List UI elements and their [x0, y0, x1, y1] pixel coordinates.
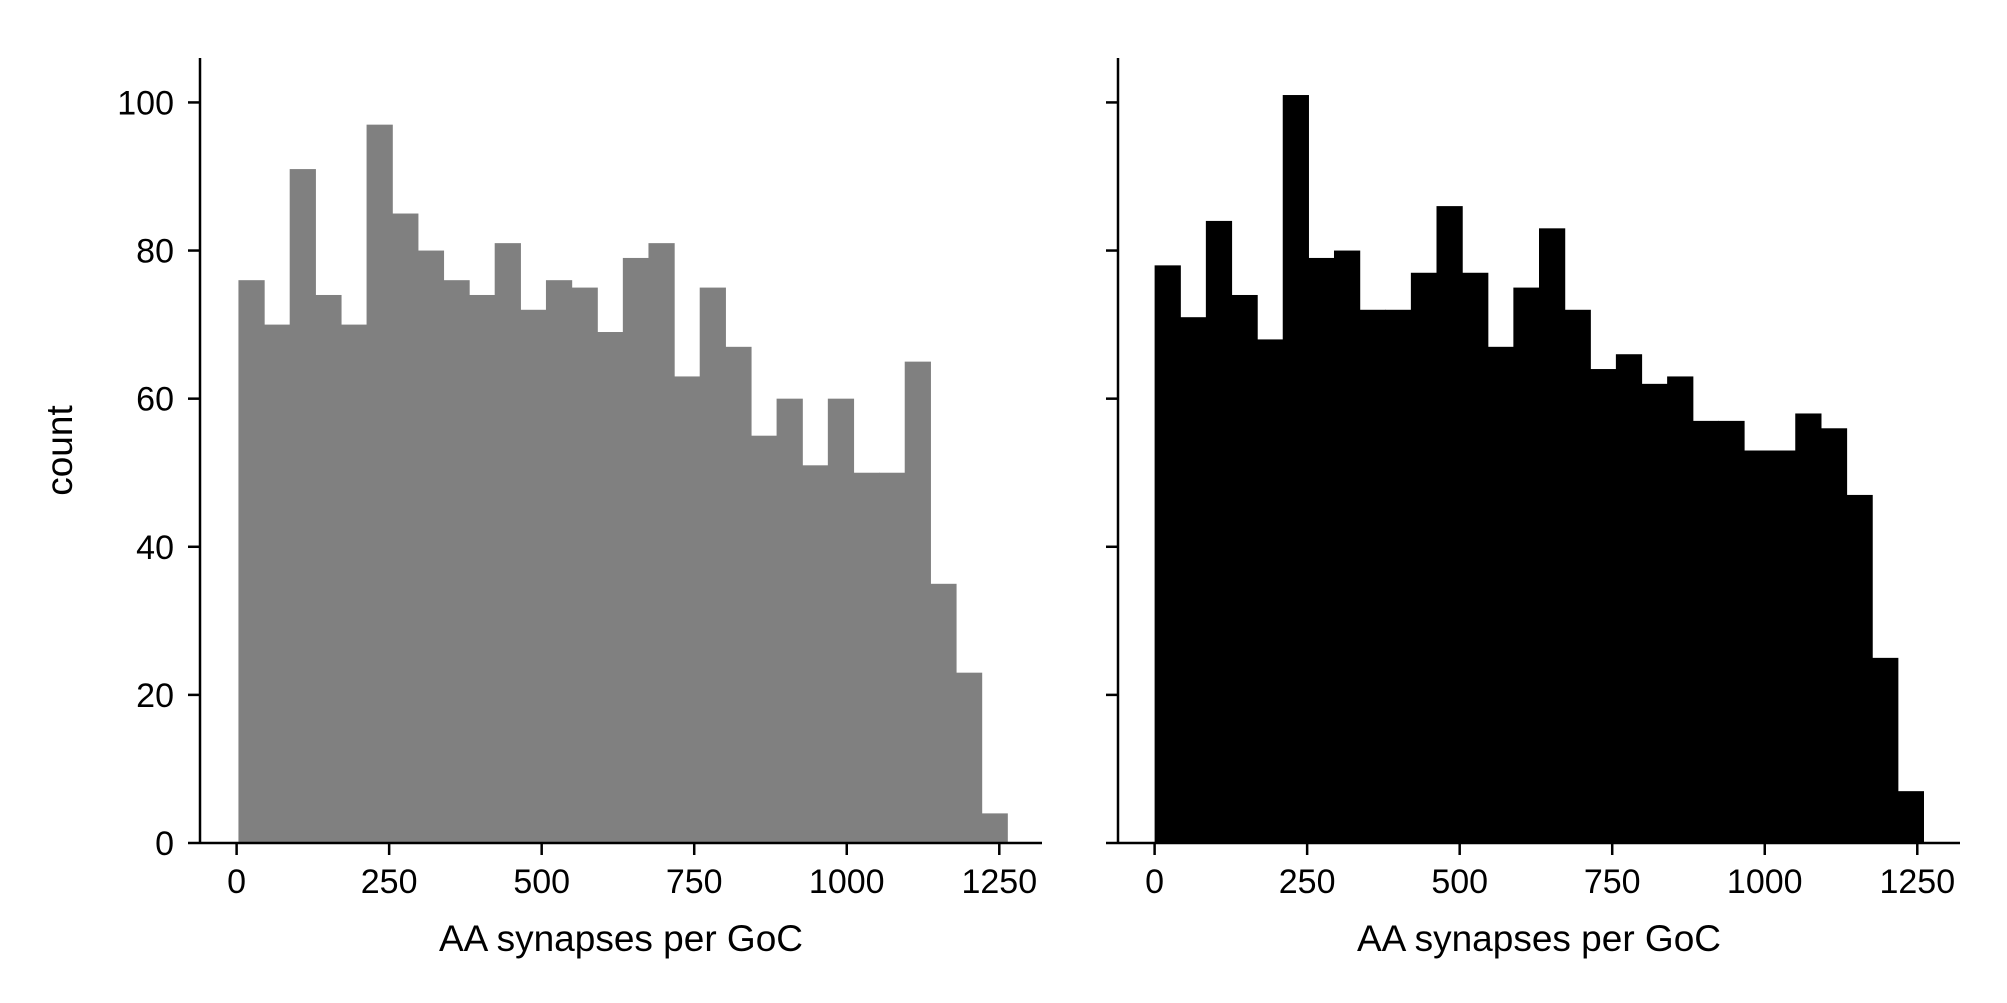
x-axis-label: AA synapses per GoC — [1357, 918, 1721, 959]
histogram-bar-10 — [1410, 272, 1438, 843]
x-tick-label: 500 — [513, 863, 570, 901]
histogram-bar-22 — [1718, 420, 1745, 843]
histogram-bar-0 — [238, 280, 265, 843]
histogram-bar-4 — [1257, 339, 1284, 843]
histogram-bar-20 — [1667, 376, 1694, 843]
histogram-bar-21 — [1692, 420, 1719, 843]
histogram-bar-3 — [315, 294, 342, 844]
y-tick-label: 0 — [155, 825, 174, 863]
histogram-bar-22 — [802, 465, 829, 843]
histogram-bar-29 — [981, 813, 1008, 843]
histogram-bar-15 — [622, 257, 650, 843]
x-tick-label: 750 — [666, 863, 723, 901]
histogram-bar-24 — [853, 472, 880, 843]
histogram-bar-23 — [827, 398, 855, 843]
histogram-bar-9 — [469, 294, 496, 844]
histogram-bar-4 — [340, 324, 368, 844]
histogram-bar-28 — [1872, 657, 1899, 843]
histogram-bar-21 — [776, 398, 803, 843]
histogram-bar-16 — [1564, 309, 1591, 843]
histogram-bar-7 — [1333, 250, 1361, 844]
histogram-bar-11 — [520, 309, 547, 843]
histogram-bar-27 — [1846, 494, 1873, 843]
histogram-bar-19 — [725, 346, 752, 843]
x-tick-label: 250 — [1279, 863, 1336, 901]
histogram-bar-13 — [571, 287, 598, 844]
histogram-bar-19 — [1641, 383, 1668, 843]
histogram-bar-27 — [930, 583, 957, 843]
x-tick-label: 1250 — [1879, 863, 1955, 901]
histogram-panel-left: 0 250 500 750 1000 1250 0 20 40 60 80 100 AA synapse… — [39, 58, 1042, 959]
histogram-bar-13 — [1487, 346, 1514, 843]
histogram-bar-10 — [494, 243, 521, 843]
x-axis-label: AA synapses per GoC — [439, 918, 803, 959]
x-tick-label: 500 — [1431, 863, 1488, 901]
histogram-bar-20 — [750, 435, 778, 843]
histogram-bar-17 — [674, 376, 701, 843]
histogram-bar-18 — [699, 287, 726, 844]
y-tick-label: 60 — [136, 381, 174, 419]
histogram-bar-29 — [1897, 791, 1924, 843]
x-tick-label: 1250 — [961, 863, 1037, 901]
histogram-bar-18 — [1615, 354, 1643, 843]
histogram-bar-17 — [1590, 369, 1617, 843]
x-tick-label: 0 — [227, 863, 246, 901]
histogram-bar-2 — [1205, 220, 1233, 844]
histogram-bar-5 — [1282, 95, 1309, 843]
y-tick-label: 80 — [136, 233, 174, 271]
histogram-bar-8 — [443, 280, 470, 843]
histogram-bar-14 — [597, 332, 624, 843]
histogram-bar-7 — [417, 250, 445, 844]
y-tick-label: 100 — [117, 84, 174, 122]
histogram-bar-23 — [1744, 450, 1771, 843]
histogram-panel-right: 0 250 500 750 1000 1250 AA synapses per GoC — [1106, 58, 1960, 959]
histogram-bar-5 — [366, 124, 393, 843]
x-tick-label: 0 — [1145, 863, 1164, 901]
y-tick-label: 20 — [136, 677, 174, 715]
histogram-bar-25 — [879, 472, 906, 843]
histogram-bar-8 — [1359, 309, 1386, 843]
histogram-bar-12 — [545, 280, 573, 843]
histogram-bar-6 — [1308, 257, 1335, 843]
histogram-bar-28 — [955, 672, 983, 843]
histogram-bar-24 — [1769, 450, 1796, 843]
histogram-bar-3 — [1231, 294, 1258, 844]
histogram-bar-26 — [904, 361, 931, 843]
x-tick-label: 1000 — [1727, 863, 1803, 901]
histogram-bar-15 — [1539, 228, 1566, 843]
histogram-bar-16 — [648, 243, 675, 843]
histogram-bar-6 — [392, 213, 419, 843]
histogram-bar-25 — [1795, 413, 1822, 843]
histogram-bar-12 — [1462, 272, 1489, 843]
histogram-bar-1 — [264, 324, 291, 844]
x-tick-label: 1000 — [809, 863, 885, 901]
histogram-bar-0 — [1154, 265, 1181, 843]
x-tick-label: 750 — [1584, 863, 1641, 901]
histogram-bar-9 — [1385, 309, 1412, 843]
histogram-bar-26 — [1820, 428, 1848, 843]
histogram-bar-14 — [1513, 287, 1540, 844]
x-tick-label: 250 — [361, 863, 418, 901]
y-axis-label: count — [39, 405, 80, 496]
y-tick-label: 40 — [136, 529, 174, 567]
histogram-bar-2 — [289, 169, 316, 843]
histogram-bar-1 — [1180, 317, 1207, 843]
histogram-bar-11 — [1436, 206, 1463, 844]
